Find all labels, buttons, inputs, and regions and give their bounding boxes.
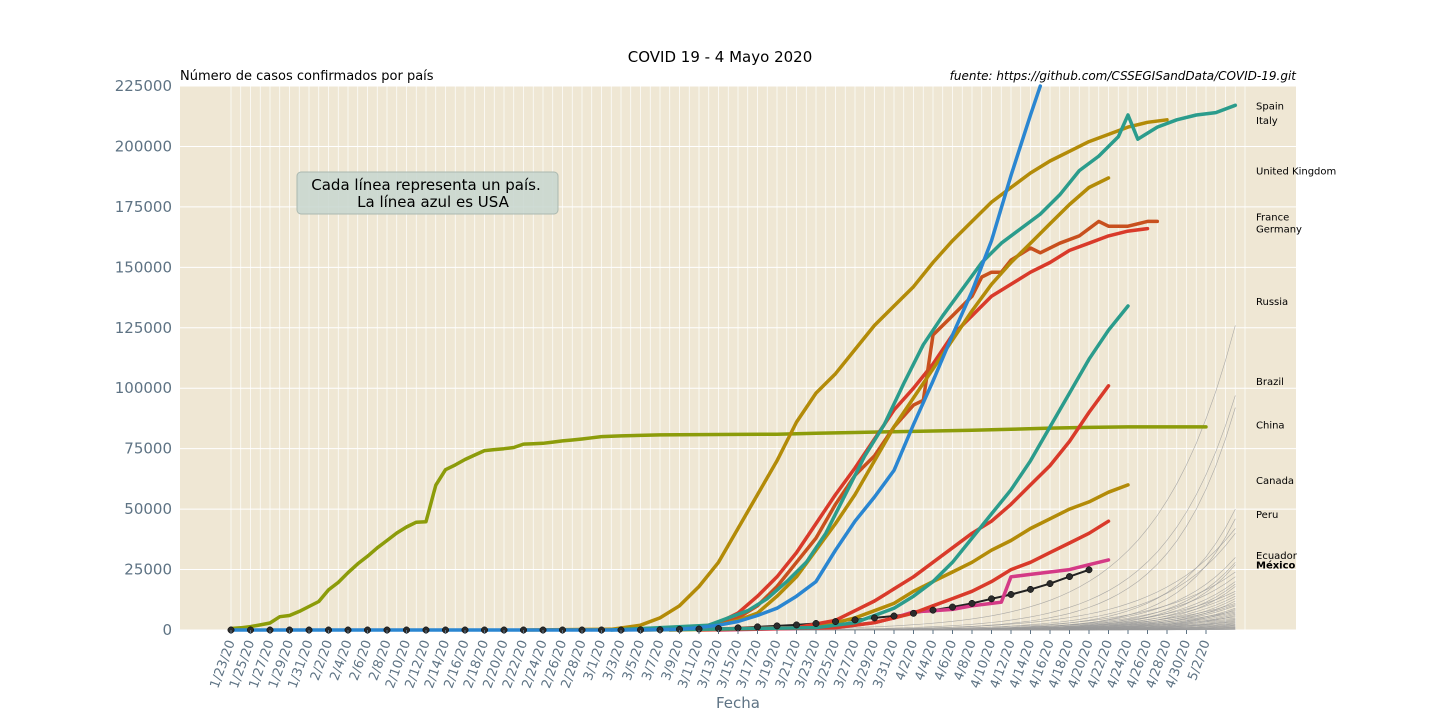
series-line-italy [521, 118, 1169, 632]
country-label: Canada [1256, 476, 1294, 487]
series-line-germany [619, 226, 1150, 632]
country-label: Spain [1256, 101, 1284, 112]
mexico-marker [851, 616, 859, 624]
source-note: fuente: https://github.com/CSSEGISandDat… [950, 69, 1298, 83]
country-label: Peru [1256, 510, 1278, 521]
mexico-marker [812, 620, 820, 627]
x-tick-labels: 1/23/201/25/201/27/201/29/201/31/202/2/2… [208, 630, 1214, 690]
mexico-marker [773, 622, 781, 630]
country-label: Brazil [1256, 377, 1284, 388]
country-label: México [1256, 560, 1296, 572]
series-line-usa [229, 84, 1043, 632]
chart-subtitle: Número de casos confirmados por país [180, 69, 434, 84]
mexico-marker [1085, 566, 1093, 574]
country-label: China [1256, 420, 1285, 431]
y-tick-label: 150000 [115, 258, 172, 276]
country-label: France [1256, 213, 1289, 224]
y-tick-label: 0 [162, 621, 172, 639]
mexico-marker [793, 621, 800, 629]
mexico-marker [754, 623, 761, 631]
series-line-russia [638, 304, 1130, 632]
country-label: United Kingdom [1256, 167, 1336, 178]
country-label: Russia [1256, 297, 1288, 308]
series-line-china [229, 425, 1208, 631]
series-line-france [619, 219, 1160, 632]
y-tick-label: 25000 [124, 561, 172, 579]
mexico-marker [1046, 580, 1054, 588]
y-tick-label: 200000 [115, 137, 172, 155]
mexico-marker [968, 599, 976, 607]
series-line-spain [609, 103, 1238, 632]
annotation-line-1: Cada línea representa un país. [311, 176, 540, 194]
y-tick-label: 175000 [115, 198, 172, 216]
country-label: Ecuador [1256, 551, 1298, 562]
series-line-united-kingdom [619, 176, 1111, 632]
y-tick-label: 75000 [124, 440, 172, 458]
chart-title: COVID 19 - 4 Mayo 2020 [628, 48, 813, 66]
annotation-box: Cada línea representa un país. La línea … [296, 171, 559, 215]
mexico-marker [832, 618, 839, 625]
x-axis-label: Fecha [716, 694, 760, 712]
y-tick-label: 225000 [115, 77, 172, 95]
y-tick-label: 100000 [115, 379, 172, 397]
series-line-peru [697, 519, 1111, 632]
mexico-marker [1007, 591, 1015, 598]
country-label: Italy [1256, 116, 1278, 127]
series-line-brazil [638, 384, 1111, 632]
y-tick-label: 50000 [124, 500, 172, 518]
mexico-marker [1027, 585, 1034, 593]
mexico-marker [1066, 573, 1073, 581]
mexico-marker [949, 603, 956, 611]
mexico-marker [929, 606, 937, 614]
mexico-marker [871, 614, 878, 622]
y-tick-labels: 0 25000 50000 75000 100000 125000 150000 175000… [115, 77, 172, 639]
mexico-marker [890, 612, 898, 620]
annotation-line-2: La línea azul es USA [357, 193, 509, 211]
y-tick-label: 125000 [115, 319, 172, 337]
mexico-marker [988, 595, 995, 603]
country-label: Germany [1256, 225, 1302, 236]
mexico-marker [910, 609, 917, 617]
